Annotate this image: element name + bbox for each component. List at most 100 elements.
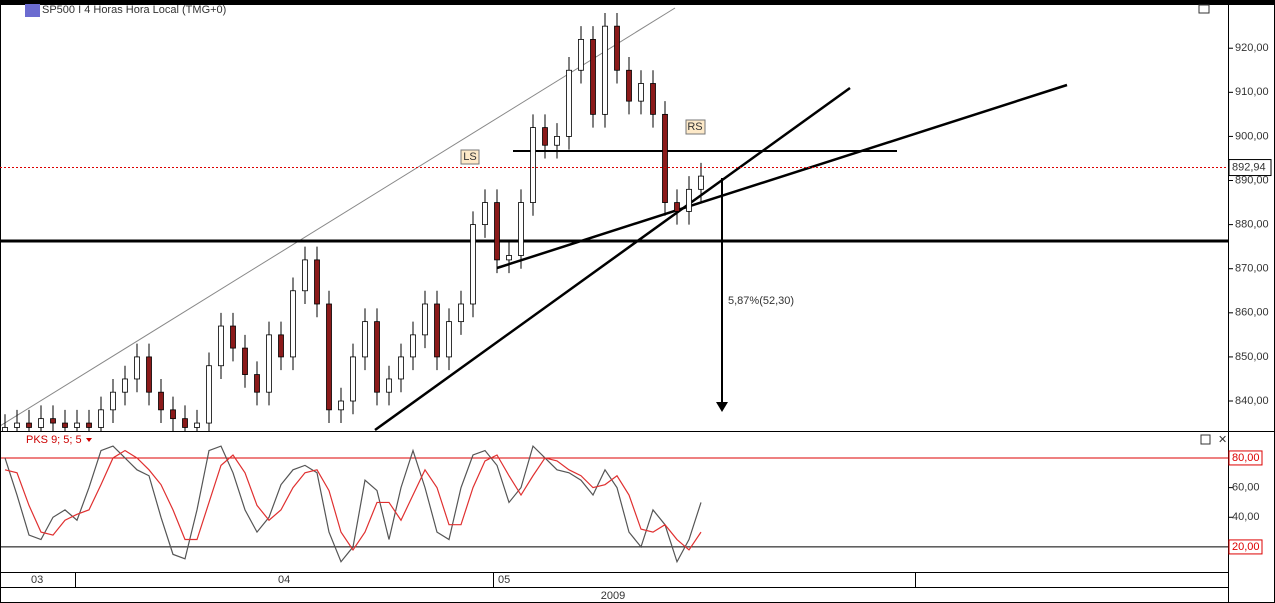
candle-body <box>494 202 500 261</box>
oscillator-title: PKS 9; 5; 5 <box>26 434 82 446</box>
candle-body <box>422 303 428 336</box>
candle-body <box>134 356 140 380</box>
y-tick-label: 910,00 <box>1235 86 1269 98</box>
maximize-button[interactable] <box>1200 434 1211 445</box>
candle-body <box>14 422 20 428</box>
candle-body <box>242 347 248 375</box>
candle-body <box>74 422 80 428</box>
candle-body <box>374 321 380 393</box>
candle-body <box>662 113 668 203</box>
candle-body <box>122 378 128 393</box>
candle-body <box>110 391 116 411</box>
oscillator-line <box>4 444 702 564</box>
rs-box <box>685 119 706 135</box>
y-tick-label: 850,00 <box>1235 351 1269 363</box>
candle-body <box>614 25 620 71</box>
candle-body <box>602 25 608 115</box>
candle-body <box>326 303 332 411</box>
candle-body <box>434 303 440 358</box>
x-tick-label: 05 <box>498 574 510 586</box>
candle-body <box>362 321 368 358</box>
candle-body <box>50 418 56 424</box>
candle-body <box>158 391 164 411</box>
candle-body <box>518 202 524 256</box>
candle-body <box>182 418 188 428</box>
annotation: LS <box>463 151 476 163</box>
candle-body <box>86 422 92 428</box>
candle-body <box>650 83 656 115</box>
candle-body <box>338 400 344 411</box>
candle-body <box>98 409 104 428</box>
candle-body <box>206 365 212 424</box>
candle-body <box>506 255 512 261</box>
candle-body <box>254 374 260 393</box>
candle-body <box>386 378 392 393</box>
y-tick-label: 20,00 <box>1232 541 1260 553</box>
candle-body <box>290 290 296 358</box>
candle-body <box>458 303 464 323</box>
candle-body <box>38 418 44 428</box>
y-tick-label: 840,00 <box>1235 395 1269 407</box>
candle-body <box>470 224 476 305</box>
candle-body <box>638 83 644 102</box>
annotations: LS RS 5,87%(52,30) <box>460 119 794 307</box>
y-tick-label: 900,00 <box>1235 130 1269 142</box>
candle-body <box>566 69 572 137</box>
candle-body <box>350 356 356 402</box>
y-tick-label: 870,00 <box>1235 263 1269 275</box>
candle-body <box>278 334 284 358</box>
candle-body <box>398 356 404 380</box>
candle-body <box>626 69 632 102</box>
annotation: 5,87%(52,30) <box>728 295 794 307</box>
candle-body <box>542 127 548 146</box>
arrow-head <box>716 402 728 412</box>
oscillator-line <box>4 449 702 551</box>
candle-body <box>266 334 272 393</box>
candle-body <box>686 188 692 212</box>
price-panel <box>0 7 1228 431</box>
y-tick-label: 920,00 <box>1235 42 1269 54</box>
trend-line <box>374 86 851 431</box>
chart-title: SP500 I 4 Horas Hora Local (TMG+0) <box>42 4 226 16</box>
y-tick-label: 40,00 <box>1232 511 1260 523</box>
top-bar <box>0 0 1275 5</box>
candle-body <box>410 334 416 358</box>
candle-body <box>314 259 320 305</box>
y-tick-label: 880,00 <box>1235 219 1269 231</box>
y-tick-label: 60,00 <box>1232 482 1260 494</box>
oscillator-panel <box>0 444 1228 564</box>
candle-body <box>146 356 152 393</box>
level-box <box>1228 539 1263 555</box>
last-price-label: 892,94 <box>1232 161 1266 173</box>
candle-body <box>230 325 236 349</box>
candle-body <box>26 422 32 428</box>
close-button[interactable]: ✕ <box>1218 434 1227 446</box>
x-tick-label: 04 <box>278 574 290 586</box>
level-box <box>1228 450 1263 466</box>
dropdown-icon[interactable] <box>86 438 92 442</box>
y-tick-label: 80,00 <box>1232 452 1260 464</box>
candle-body <box>302 259 308 292</box>
x-tick-label: 03 <box>31 574 43 586</box>
year-label: 2009 <box>601 590 625 602</box>
ls-box <box>460 149 480 165</box>
candle-body <box>578 38 584 71</box>
candle-body <box>530 127 536 203</box>
candle-body <box>482 202 488 226</box>
symbol-icon <box>25 4 40 17</box>
candle-body <box>218 325 224 367</box>
window-button[interactable] <box>1198 4 1210 14</box>
neckline <box>496 83 1068 270</box>
candle-body <box>194 422 200 428</box>
candle-body <box>674 202 680 212</box>
channel-line <box>0 7 676 427</box>
candle-body <box>2 427 8 431</box>
y-tick-label: 890,00 <box>1235 174 1269 186</box>
candle-body <box>554 136 560 146</box>
candle-body <box>698 175 704 190</box>
last-price-box <box>1228 159 1272 177</box>
y-tick-label: 860,00 <box>1235 307 1269 319</box>
candle-body <box>446 321 452 358</box>
